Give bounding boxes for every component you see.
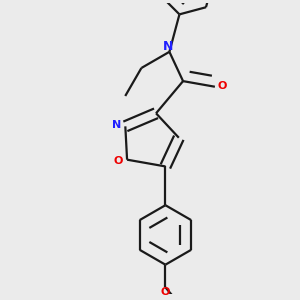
Text: N: N <box>112 120 121 130</box>
Text: O: O <box>161 287 170 297</box>
Text: O: O <box>217 81 227 91</box>
Text: N: N <box>163 40 173 52</box>
Text: O: O <box>113 156 123 166</box>
